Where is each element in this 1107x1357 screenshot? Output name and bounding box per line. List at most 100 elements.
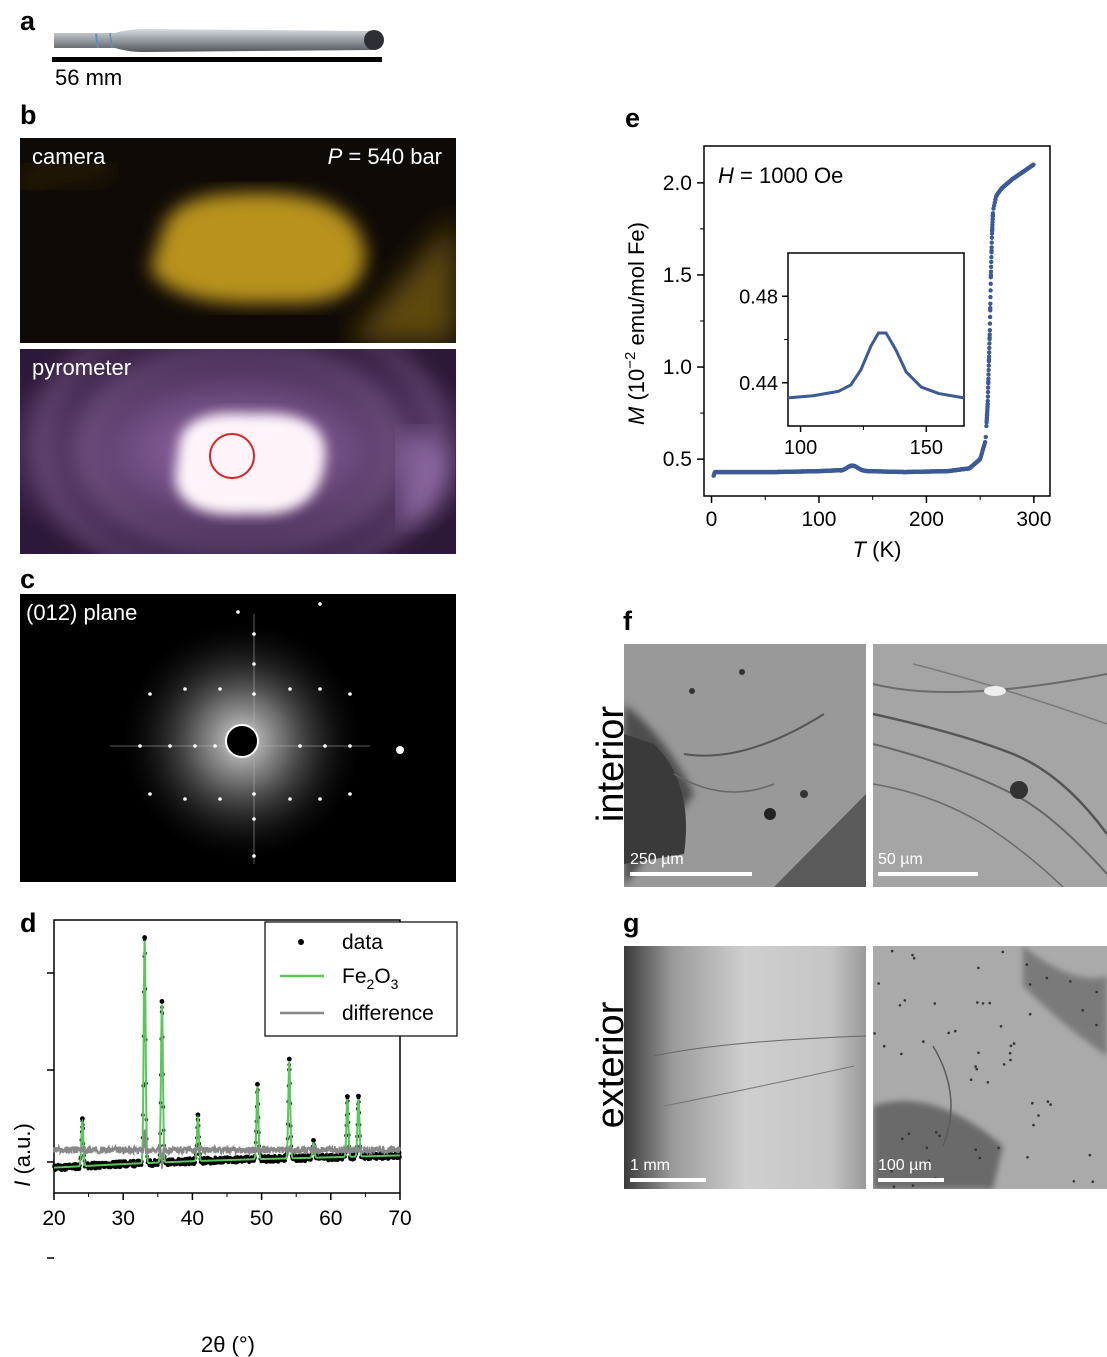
sample-rod-image (54, 29, 384, 52)
legend-label-data: data (342, 931, 383, 954)
data-point (283, 1158, 287, 1163)
magnetization-y-axis-label: M (10−2 emu/mol Fe) (622, 222, 649, 425)
scale-bar (52, 57, 382, 62)
data-point (989, 254, 994, 260)
diffraction-spot (318, 797, 322, 801)
xrd-x-tick-label: 60 (319, 1207, 342, 1230)
data-point (374, 1157, 379, 1161)
diffraction-spot (252, 854, 256, 858)
scalebar-100um (878, 1178, 944, 1182)
data-point (1031, 162, 1036, 167)
xrd-x-tick-label: 40 (181, 1207, 204, 1230)
sem-interior-high-mag: 50 µm (873, 644, 1107, 887)
data-point (987, 314, 993, 320)
data-point (988, 301, 993, 306)
data-point (156, 1163, 160, 1167)
data-point (131, 1158, 136, 1163)
data-point (986, 381, 991, 386)
data-point (989, 250, 994, 255)
peak-top-point (255, 1081, 260, 1087)
xrd-x-tick-label: 20 (42, 1207, 65, 1230)
diffraction-spot (288, 687, 292, 691)
data-point (987, 336, 992, 342)
scalebar-label-50um: 50 µm (878, 851, 923, 868)
data-point (989, 240, 994, 245)
mag-x-tick-label: 200 (909, 508, 944, 531)
data-point (987, 341, 992, 346)
data-point (986, 354, 992, 359)
data-point (988, 288, 993, 293)
diffraction-spot (148, 792, 152, 796)
data-point (984, 423, 989, 429)
magnetization-chart: 0 100 200 300 0.5 1.0 1.5 2.0 H = 1000 Oe 100 1… (622, 145, 1051, 562)
diffraction-spot (348, 692, 352, 696)
mag-x-tick-label: 300 (1016, 508, 1051, 531)
mag-y-tick-label: 0.5 (663, 448, 692, 471)
data-point (985, 402, 990, 407)
field-annotation: H = 1000 Oe (718, 163, 843, 188)
data-point (989, 245, 994, 250)
data-point (986, 376, 991, 382)
pressure-symbol: P (327, 144, 343, 169)
mag-y-tick-label: 2.0 (663, 172, 692, 195)
diffraction-spot (348, 744, 352, 748)
diffraction-spot (193, 744, 197, 748)
series-fe2o3-fit (53, 940, 400, 1169)
mag-x-tick-label: 0 (706, 508, 718, 531)
inset-x-tick-label: 100 (784, 437, 817, 459)
inset-series (787, 331, 965, 400)
data-point (986, 358, 992, 364)
data-point (990, 211, 996, 216)
data-point (987, 321, 993, 326)
pressure-value: = 540 bar (342, 144, 442, 169)
data-point (989, 235, 995, 240)
scalebar-50um (878, 872, 978, 876)
pyrometer-image: pyrometer (20, 349, 456, 554)
panel-label-f: f (623, 606, 632, 636)
xrd-x-tick-label: 50 (250, 1207, 273, 1230)
diffraction-spot (252, 792, 256, 796)
xrd-legend (264, 921, 458, 1037)
diffraction-spot (213, 744, 217, 748)
data-point (985, 385, 991, 390)
series-difference (53, 1129, 401, 1169)
data-point (986, 367, 991, 373)
diffraction-spot (298, 744, 302, 748)
data-point (77, 1166, 82, 1171)
peak-top-point (311, 1137, 316, 1143)
data-point (988, 264, 994, 270)
xrd-x-axis-label: 2θ (°) (201, 1332, 255, 1357)
scalebar-250um (630, 872, 752, 876)
inset-y-tick-label: 0.48 (739, 286, 778, 308)
peak-top-point (142, 935, 148, 940)
diffraction-spot (138, 744, 142, 748)
panel-label-c: c (20, 564, 36, 594)
scalebar-1mm (630, 1178, 706, 1182)
diffraction-spot (348, 792, 352, 796)
diffraction-spot (252, 817, 256, 821)
data-point (986, 350, 992, 355)
magnetization-x-axis-label: T (K) (853, 537, 902, 562)
scale-bar-label: 56 mm (55, 65, 123, 90)
xrd-x-tick-label: 70 (388, 1207, 411, 1230)
panel-label-g: g (623, 908, 640, 938)
pyrometer-label: pyrometer (32, 355, 132, 380)
data-point (987, 345, 992, 351)
peak-top-point (356, 1093, 361, 1099)
data-point (986, 363, 991, 368)
sem-interior-low-mag: 250 µm (624, 644, 866, 887)
scalebar-label-100um: 100 µm (878, 1157, 932, 1174)
xrd-y-axis-label: I (a.u.) (10, 1123, 35, 1187)
mag-y-tick-label: 1.5 (663, 264, 692, 287)
panel-label-d: d (20, 908, 37, 938)
sem-exterior-low-mag: 1 mm (624, 946, 866, 1189)
diffraction-spot (236, 610, 240, 614)
diffraction-spot (318, 687, 322, 691)
data-point (987, 332, 992, 337)
legend-label-difference: difference (342, 1002, 434, 1025)
diffraction-spot (252, 662, 256, 666)
scalebar-label-250um: 250 µm (630, 851, 684, 868)
data-point (989, 259, 994, 265)
legend-marker-data (298, 939, 304, 945)
inset-y-tick-label: 0.44 (739, 373, 778, 395)
